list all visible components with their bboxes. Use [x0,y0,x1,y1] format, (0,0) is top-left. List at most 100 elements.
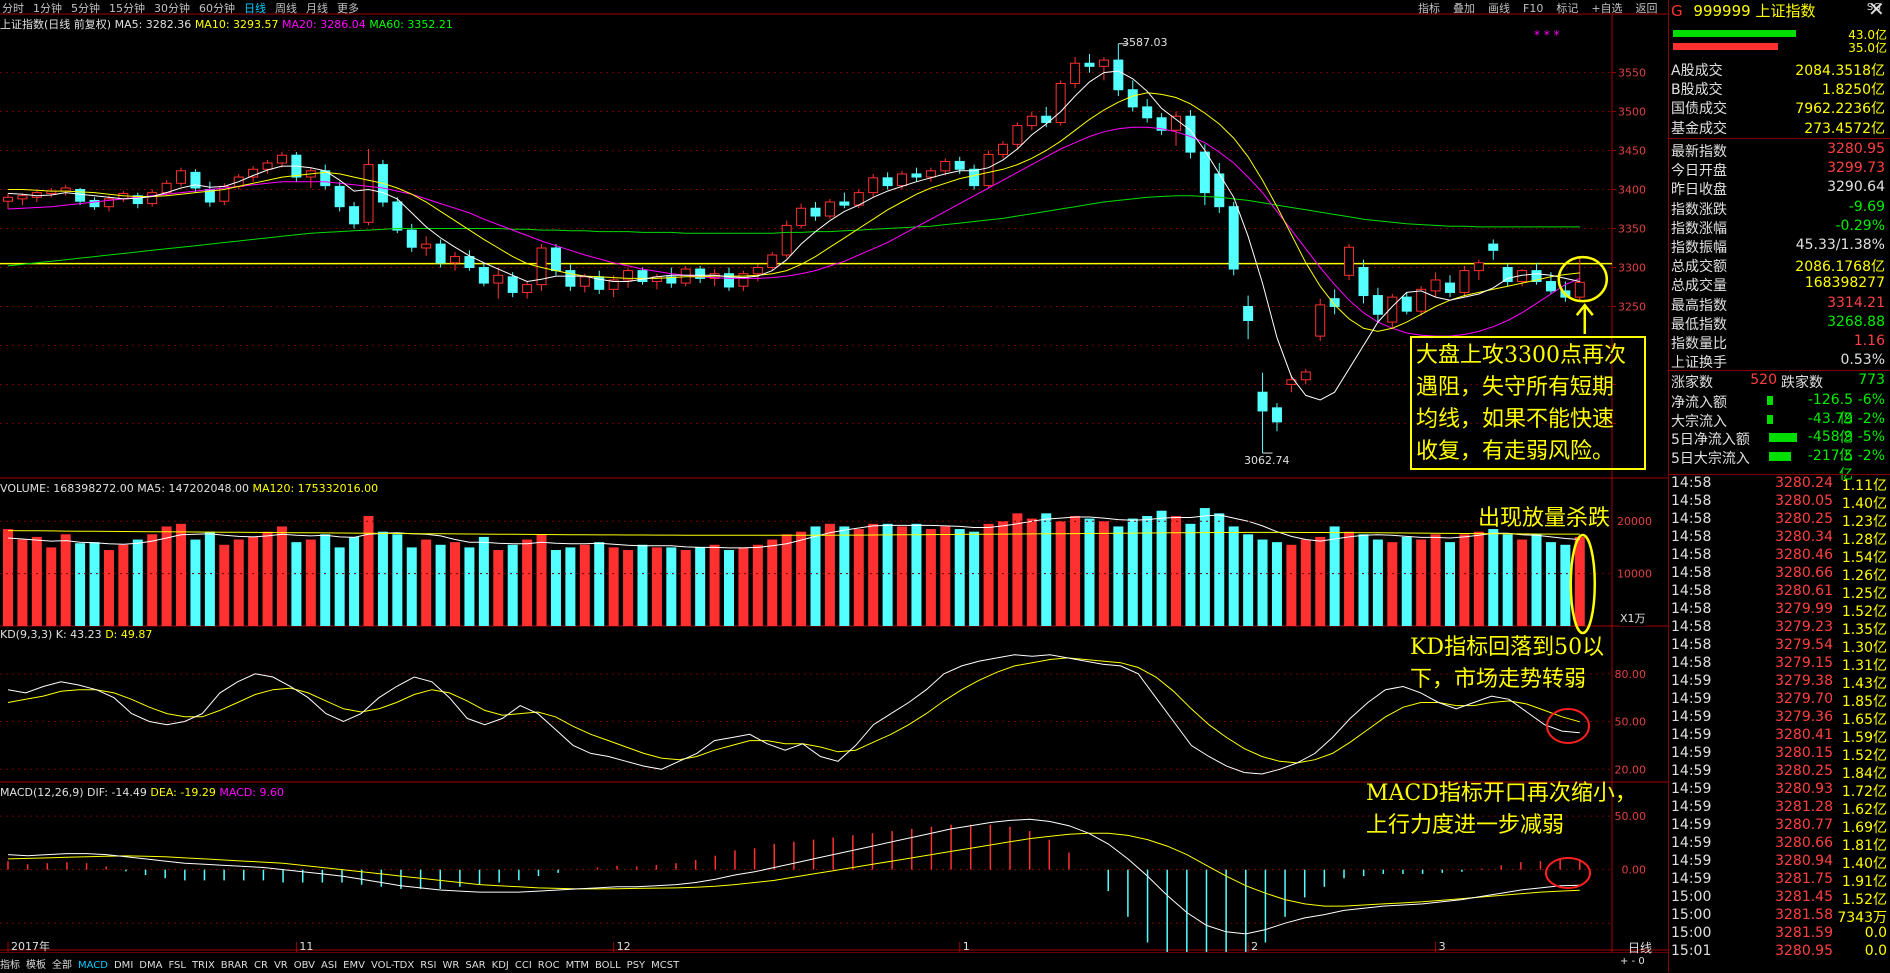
menu-item[interactable]: 标记 [1556,2,1579,15]
candle [60,184,71,196]
stat-row: 指数量比 1.16 [1671,333,1889,352]
flow-value: -126.5亿 [1807,392,1853,427]
menu-item[interactable]: 指标 [1418,2,1440,15]
stat-row: 总成交量 168398277 [1671,275,1889,295]
candle [1445,275,1455,298]
stat-label: 总成交量 [1671,278,1727,295]
tick-time: 14:58 [1671,565,1712,581]
zoom-controls[interactable]: + - 0 [1620,956,1645,967]
indicator-tab[interactable]: 模板 [26,960,46,971]
indicator-tab[interactable]: SAR [465,960,486,971]
indicator-tab[interactable]: MCST [651,960,680,971]
period-tab[interactable]: 分时 [2,2,24,15]
indicator-tab[interactable]: MACD [78,960,108,971]
indicator-tab[interactable]: CCI [514,960,532,971]
tick-price: 3280.25 [1775,511,1833,527]
volume-bar [248,536,259,626]
indicator-tab[interactable]: MTM [565,960,589,971]
tick-price: 3280.61 [1775,583,1833,599]
period-tab[interactable]: 30分钟 [154,2,190,15]
volume-bar [1574,536,1585,626]
tick-amount: 0.0 [1864,925,1887,941]
indicator-tab[interactable]: DMI [113,960,134,971]
candle [796,203,807,229]
indicator-tab[interactable]: VOL-TDX [370,960,415,971]
indicator-tab[interactable]: DMA [139,960,163,971]
flow-label: 净流入额 [1671,395,1727,411]
volume-bar [839,526,850,626]
volume-bar [1055,521,1066,626]
volume-bar [1098,521,1109,626]
price-tick-label: 3400 [1618,184,1646,197]
candle [623,267,634,288]
menu-item[interactable]: F10 [1523,2,1544,15]
indicator-tab[interactable]: EMV [343,960,365,971]
candle [1473,259,1484,280]
volume-title: VOLUME: 168398272.00 [0,482,134,495]
candle [1156,113,1167,135]
candle [75,187,86,206]
candle [349,202,360,229]
indicator-tab[interactable]: BOLL [594,960,621,971]
indicator-tab[interactable]: BRAR [220,960,248,971]
candle [1430,272,1441,298]
indicator-tab[interactable]: RSI [420,960,437,971]
tick-price: 3281.58 [1775,907,1833,923]
menu-item[interactable]: 返回 [1635,2,1658,15]
indicator-tab[interactable]: FSL [168,960,186,971]
tick-time: 14:59 [1671,709,1712,725]
candle [1502,262,1513,287]
tick-row: 14:59 3279.38 1.43亿 [1669,673,1890,692]
indicator-tab[interactable]: CR [254,960,268,971]
period-tab[interactable]: 周线 [275,2,297,15]
indicator-tab[interactable]: ROC [537,960,560,971]
indicator-tab[interactable]: TRIX [191,960,215,971]
tick-row: 14:59 3281.28 1.62亿 [1669,799,1890,818]
period-tab[interactable]: 60分钟 [199,2,235,15]
close-icon[interactable]: ✕ [1868,0,1885,21]
candle [608,275,619,298]
macd-note-line: 上行力度进一步减弱 [1366,813,1565,838]
volume-bar [1517,539,1528,626]
period-tab[interactable]: 1分钟 [33,2,62,15]
period-tab[interactable]: 15分钟 [109,2,145,15]
indicator-tab[interactable]: 全部 [52,960,72,971]
period-tab[interactable]: 更多 [337,2,359,15]
x-tick-label: 3 [1439,940,1446,952]
candle [478,262,489,287]
period-tab[interactable]: 日线 [244,2,266,15]
indicator-tab[interactable]: ASI [321,960,338,971]
candle [695,265,706,284]
candle [1113,43,1124,96]
tick-amount: 1.91亿 [1841,874,1887,890]
volume-bar [1315,536,1326,626]
stat-label: 最新指数 [1671,144,1727,160]
tick-row: 14:59 3280.66 1.81亿 [1669,835,1890,854]
volume-ma5-line [7,514,1580,549]
flow-row: 5日净流入额 -458.9亿 -5% [1671,429,1889,464]
indicator-tab[interactable]: WR [442,960,460,971]
menu-item[interactable]: +自选 [1591,2,1623,15]
volume-bar [46,547,57,626]
period-tab[interactable]: 月线 [306,2,328,15]
volume-ma5-label: MA5: 147202048.00 [137,482,249,495]
quote-name: 上证指数 [1755,2,1816,20]
candle [839,192,850,209]
candles [3,43,1585,454]
volume-bar [305,539,316,626]
stock-chart: 3550 3500 3450 3400 3350 3300 3250 20000 10000 80… [0,13,1668,952]
menu-item[interactable]: 叠加 [1453,2,1475,15]
candle [118,191,129,202]
indicator-tab[interactable]: OBV [293,960,315,971]
candle [1070,56,1081,89]
stat-label: 国债成交 [1671,101,1727,118]
dea-label: DEA: -19.29 [150,786,216,799]
indicator-tab[interactable]: 指标 [0,960,20,971]
indicator-tab[interactable]: PSY [626,960,646,971]
period-tab[interactable]: 5分钟 [71,2,100,15]
indicator-tab[interactable]: VR [273,960,288,971]
stat-row: 最高指数 3314.21 [1671,295,1889,314]
menu-item[interactable]: 画线 [1488,2,1510,15]
price-note-line: 收复，有走弱风险。 [1416,439,1615,464]
indicator-tab[interactable]: KDJ [491,960,509,971]
